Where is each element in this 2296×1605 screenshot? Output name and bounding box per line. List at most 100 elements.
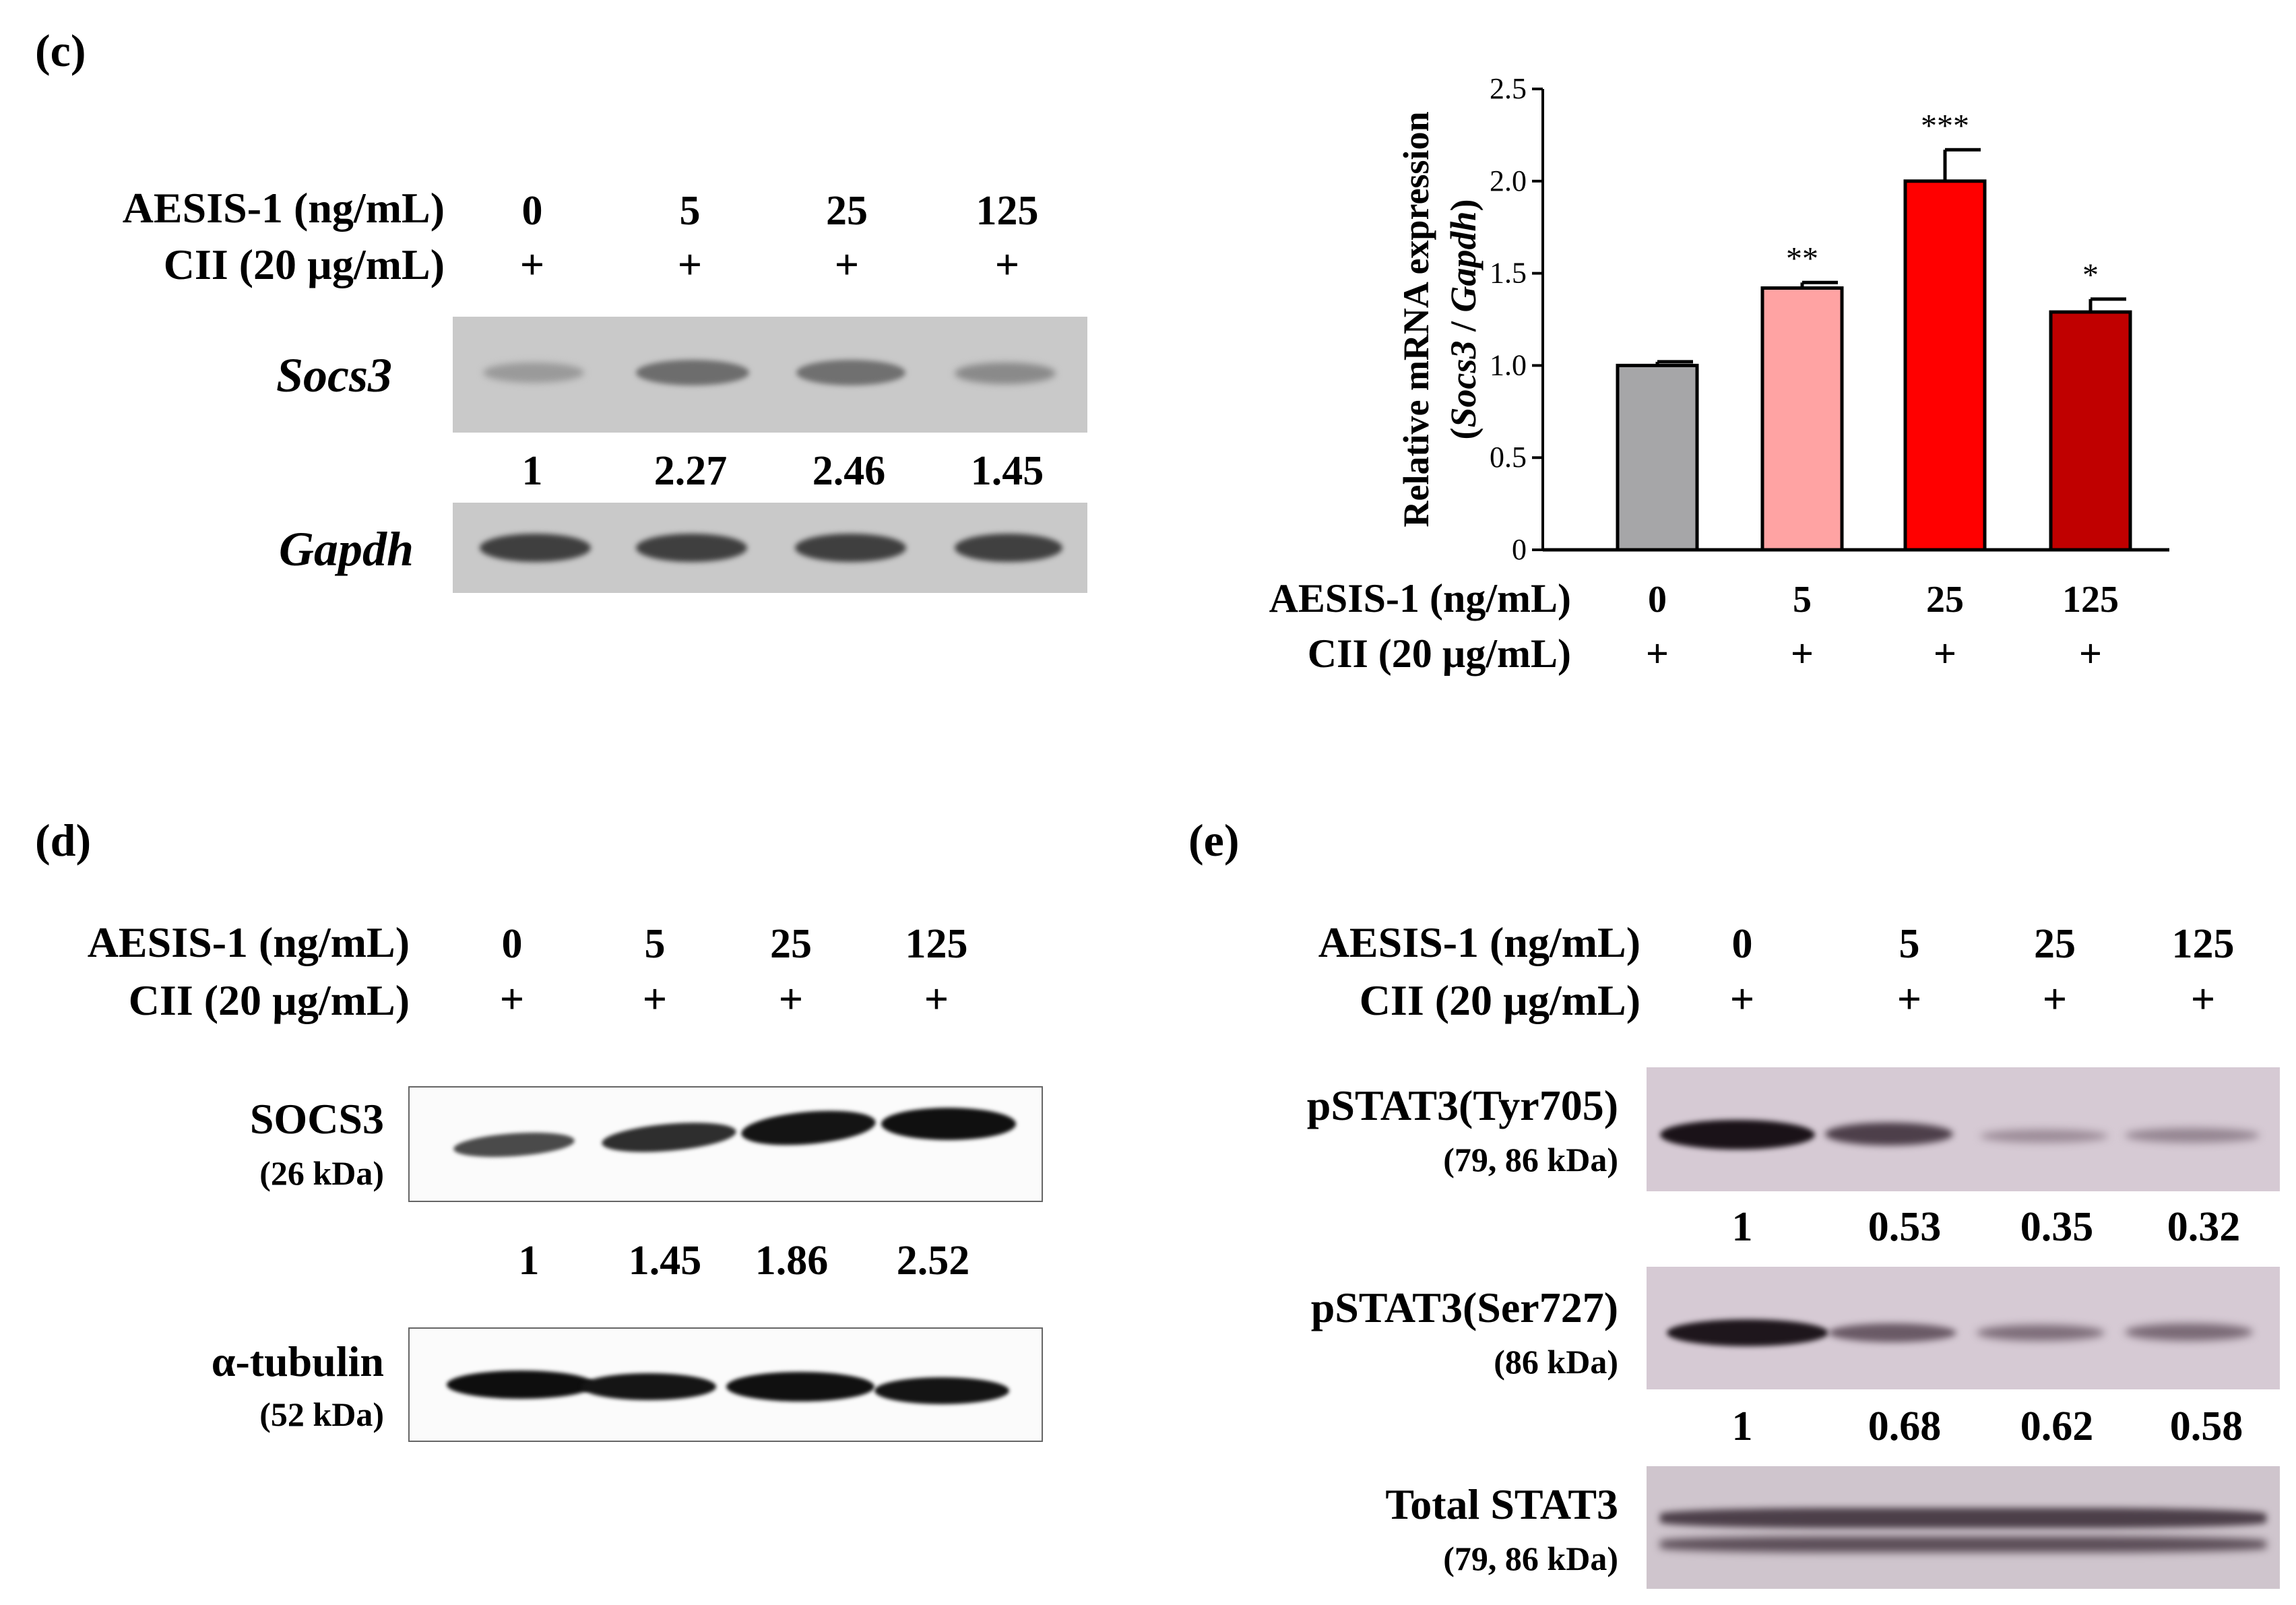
socs3-gel-band-4 — [955, 363, 1056, 384]
panel-d-socs3-kda: (26 kDa) — [259, 1154, 384, 1192]
tubulin-wb-band-1 — [447, 1371, 595, 1399]
significance-marker: * — [2082, 257, 2099, 293]
panel-e-ser-quant-2: 0.62 — [2020, 1404, 2094, 1449]
panel-c-socs3-gel — [453, 317, 1087, 433]
panel-c-cii-1: + — [677, 241, 703, 288]
panel-d-socs3-quant-0: 1 — [518, 1238, 540, 1284]
panel-d-socs3-quant-3: 2.52 — [896, 1238, 970, 1284]
socs3-gel-band-1 — [483, 363, 584, 383]
y-axis-label-part: Gapdh — [1443, 211, 1484, 312]
chart-row-label-cii: CII (20 µg/mL) — [1308, 631, 1571, 676]
panel-c-socs3-quant-0: 1 — [521, 448, 543, 494]
panel-d-dose-0: 0 — [501, 921, 523, 967]
panel-c-cii-0: + — [519, 241, 545, 288]
panel-c-socs3-quant-2: 2.46 — [812, 448, 886, 494]
y-axis-label-part: Socs3 — [1443, 341, 1484, 428]
panel-e-label: (e) — [1188, 815, 1240, 866]
total-wb-lower-band — [1660, 1536, 2266, 1552]
panel-e-ser-blot — [1647, 1267, 2280, 1389]
panel-e-ser-quant-1: 0.68 — [1868, 1404, 1942, 1449]
ser-wb-band-4 — [2125, 1323, 2253, 1341]
y-tick-label: 0.5 — [1490, 441, 1527, 474]
y-tick-label: 0 — [1512, 533, 1527, 566]
tyr-wb-band-2 — [1825, 1123, 1953, 1145]
bar-5 — [1760, 286, 1844, 552]
gapdh-gel-band-1 — [480, 534, 591, 562]
panel-e-dose-3: 125 — [2171, 921, 2235, 967]
bar-125 — [2049, 310, 2132, 552]
panel-c-aesis-label: AESIS-1 (ng/mL) — [122, 184, 445, 232]
panel-c-socs3-quant-3: 1.45 — [970, 448, 1044, 494]
panel-c-dose-0: 0 — [521, 188, 543, 234]
ser-wb-band-3 — [1977, 1325, 2105, 1341]
socs3-wb-band-2 — [600, 1118, 738, 1157]
panel-e-tyr-quant-0: 1 — [1731, 1204, 1753, 1250]
panel-d-tubulin-blot — [408, 1327, 1043, 1442]
panel-e-total-blot — [1647, 1466, 2280, 1589]
panel-d-tubulin-label: α-tubulin — [211, 1338, 384, 1385]
panel-d-dose-2: 25 — [770, 921, 812, 967]
x-tick-label: 5 — [1793, 579, 1812, 621]
y-axis-label-part: ) — [1443, 199, 1484, 211]
y-tick-label: 1.0 — [1490, 348, 1527, 381]
panel-e-aesis-label: AESIS-1 (ng/mL) — [1318, 918, 1640, 966]
tubulin-wb-band-4 — [874, 1377, 1009, 1404]
bar-0 — [1616, 363, 1699, 552]
panel-d-cii-1: + — [642, 975, 668, 1023]
panel-e-dose-0: 0 — [1731, 921, 1753, 967]
panel-e-dose-1: 5 — [1899, 921, 1920, 967]
panel-c-dose-3: 125 — [976, 188, 1039, 234]
panel-d-socs3-label: SOCS3 — [249, 1095, 384, 1143]
panel-d-dose-3: 125 — [905, 921, 968, 967]
panel-e-ser-label: pSTAT3(Ser727) — [1310, 1284, 1618, 1331]
panel-c-gapdh-gel — [453, 503, 1087, 593]
panel-c-socs3-quant-1: 2.27 — [653, 448, 728, 494]
panel-e-ser-quant-0: 1 — [1731, 1404, 1753, 1449]
panel-d-socs3-quant-1: 1.45 — [628, 1238, 702, 1284]
tyr-wb-band-3 — [1980, 1129, 2108, 1143]
panel-c-cii-2: + — [834, 241, 860, 288]
y-tick-label: 2.5 — [1490, 72, 1527, 105]
y-axis-label-part: / — [1443, 313, 1484, 341]
tubulin-wb-band-2 — [581, 1373, 716, 1400]
y-tick-label: 2.0 — [1490, 164, 1527, 197]
x-cii-marker: + — [1791, 631, 1814, 676]
panel-d-cii-label: CII (20 µg/mL) — [128, 976, 410, 1024]
panel-d-cii-2: + — [778, 975, 804, 1023]
x-cii-marker: + — [2079, 631, 2102, 676]
panel-e-tyr-quant-2: 0.35 — [2020, 1204, 2094, 1250]
panel-d-cii-3: + — [924, 975, 949, 1023]
panel-e-dose-2: 25 — [2034, 921, 2076, 967]
y-tick-label: 1.5 — [1490, 257, 1527, 290]
panel-d-aesis-label: AESIS-1 (ng/mL) — [87, 918, 410, 966]
panel-c-dose-1: 5 — [679, 188, 701, 234]
tubulin-wb-band-3 — [726, 1372, 874, 1402]
x-tick-label: 125 — [2062, 579, 2119, 621]
significance-marker: ** — [1786, 241, 1818, 276]
panel-d-tubulin-kda: (52 kDa) — [259, 1395, 384, 1433]
panel-e-tyr-quant-1: 0.53 — [1868, 1204, 1942, 1250]
panel-e-tyr-label: pSTAT3(Tyr705) — [1306, 1081, 1618, 1129]
panel-d-socs3-blot — [408, 1086, 1043, 1202]
panel-e-cii-1: + — [1896, 975, 1922, 1023]
panel-e-tyr-quant-3: 0.32 — [2167, 1204, 2241, 1250]
socs3-wb-band-1 — [453, 1129, 575, 1161]
panel-e-total-kda: (79, 86 kDa) — [1443, 1540, 1618, 1577]
panel-e-ser-quant-3: 0.58 — [2169, 1404, 2243, 1449]
panel-d-label: (d) — [35, 815, 92, 866]
panel-c-label: (c) — [35, 25, 86, 76]
panel-e-tyr-kda: (79, 86 kDa) — [1443, 1141, 1618, 1178]
panel-c-gapdh-label: Gapdh — [279, 522, 414, 576]
x-cii-marker: + — [1934, 631, 1956, 676]
panel-e-cii-0: + — [1729, 975, 1755, 1023]
x-cii-marker: + — [1646, 631, 1669, 676]
socs3-mrna-chart: 0 0.5 1.0 1.5 2.0 2.5 Relative mRNA expression… — [1269, 72, 2169, 676]
total-wb-upper-band — [1660, 1508, 2266, 1528]
socs3-gel-band-3 — [796, 360, 905, 385]
panel-e-total-label: Total STAT3 — [1385, 1480, 1618, 1528]
panel-d-dose-1: 5 — [644, 921, 666, 967]
y-axis-label-line1: Relative mRNA expression — [1396, 112, 1436, 528]
panel-e-ser-kda: (86 kDa) — [1494, 1343, 1618, 1381]
y-axis-label-part: ( — [1443, 428, 1484, 440]
ser-wb-band-2 — [1828, 1323, 1956, 1342]
